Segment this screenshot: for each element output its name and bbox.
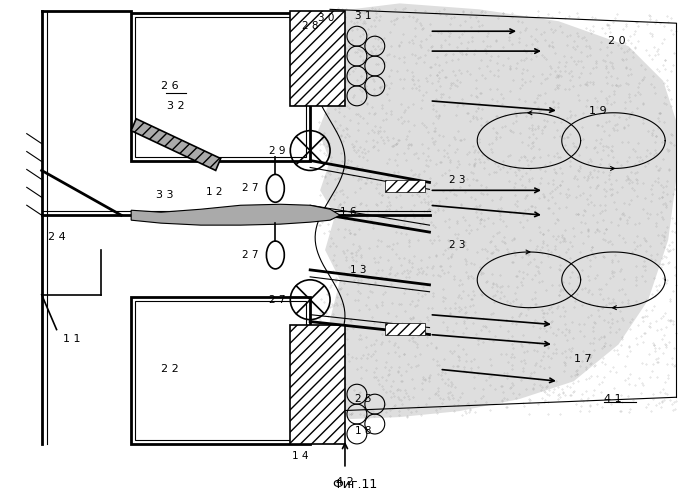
Text: 2 6: 2 6 bbox=[161, 81, 179, 91]
Text: 2 7: 2 7 bbox=[242, 250, 258, 260]
Text: 3 3: 3 3 bbox=[156, 190, 173, 200]
Bar bbox=[290, 12, 345, 106]
Text: 3 1: 3 1 bbox=[355, 12, 371, 22]
Text: 1 6: 1 6 bbox=[340, 207, 356, 217]
Polygon shape bbox=[131, 118, 221, 171]
Text: 2 8: 2 8 bbox=[302, 22, 318, 32]
Text: 2 4: 2 4 bbox=[48, 232, 65, 242]
Text: 2 7: 2 7 bbox=[269, 294, 286, 304]
Text: 2 7: 2 7 bbox=[242, 184, 258, 194]
Bar bbox=[385, 322, 424, 334]
Text: 1 7: 1 7 bbox=[574, 354, 592, 364]
Text: 1 3: 1 3 bbox=[350, 265, 367, 275]
Bar bbox=[131, 14, 310, 160]
Text: 1 4: 1 4 bbox=[292, 451, 309, 461]
Text: 4 2: 4 2 bbox=[336, 476, 354, 486]
Text: Фиг.11: Фиг.11 bbox=[333, 478, 377, 490]
Text: 1 8: 1 8 bbox=[355, 426, 371, 436]
Bar bbox=[385, 180, 424, 192]
Text: 2 2: 2 2 bbox=[161, 364, 179, 374]
Text: 1 1: 1 1 bbox=[63, 334, 80, 344]
Text: 2 3: 2 3 bbox=[449, 176, 466, 186]
Ellipse shape bbox=[267, 174, 284, 203]
Bar bbox=[135, 300, 306, 440]
Polygon shape bbox=[131, 204, 340, 225]
Bar bbox=[135, 18, 306, 156]
Bar bbox=[131, 296, 310, 444]
Text: 1 9: 1 9 bbox=[589, 106, 607, 116]
Text: 2 3: 2 3 bbox=[449, 240, 466, 250]
Text: 1 2: 1 2 bbox=[206, 188, 222, 198]
Text: 3 2: 3 2 bbox=[167, 101, 185, 111]
Text: 4 1: 4 1 bbox=[604, 394, 621, 404]
Text: 3 0: 3 0 bbox=[318, 14, 335, 24]
Polygon shape bbox=[318, 4, 676, 419]
Bar bbox=[290, 324, 345, 444]
Text: 2 0: 2 0 bbox=[609, 36, 626, 46]
Ellipse shape bbox=[267, 241, 284, 269]
Text: 2 9: 2 9 bbox=[269, 146, 286, 156]
Text: 2 5: 2 5 bbox=[355, 394, 371, 404]
